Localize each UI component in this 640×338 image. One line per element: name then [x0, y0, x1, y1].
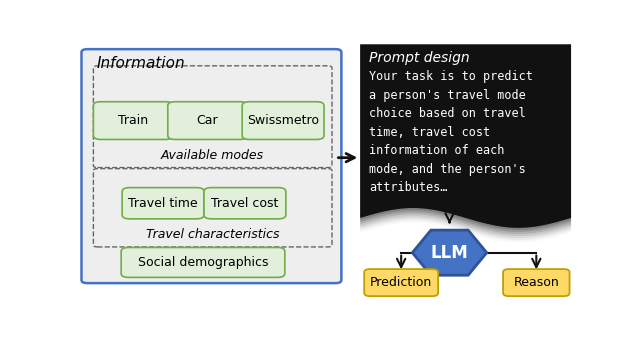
- Text: Reason: Reason: [513, 276, 559, 289]
- Polygon shape: [360, 45, 571, 230]
- FancyBboxPatch shape: [122, 188, 204, 219]
- FancyBboxPatch shape: [93, 102, 173, 140]
- Polygon shape: [360, 45, 571, 232]
- Polygon shape: [360, 45, 571, 234]
- Text: Available modes: Available modes: [161, 149, 264, 162]
- FancyBboxPatch shape: [242, 102, 324, 140]
- FancyBboxPatch shape: [93, 66, 332, 168]
- Polygon shape: [360, 45, 571, 238]
- Text: Social demographics: Social demographics: [138, 256, 268, 269]
- Polygon shape: [360, 45, 571, 228]
- Text: Car: Car: [196, 114, 218, 127]
- Text: Prompt design: Prompt design: [369, 51, 470, 65]
- FancyBboxPatch shape: [503, 269, 570, 296]
- Polygon shape: [360, 45, 571, 236]
- Text: Information: Information: [97, 56, 185, 71]
- FancyBboxPatch shape: [364, 269, 438, 296]
- Text: Travel time: Travel time: [128, 197, 198, 210]
- Text: Travel cost: Travel cost: [211, 197, 278, 210]
- Polygon shape: [412, 230, 486, 275]
- FancyBboxPatch shape: [81, 49, 341, 283]
- FancyBboxPatch shape: [93, 169, 332, 247]
- FancyBboxPatch shape: [168, 102, 247, 140]
- Text: Prediction: Prediction: [370, 276, 432, 289]
- FancyBboxPatch shape: [204, 188, 286, 219]
- Polygon shape: [360, 45, 571, 228]
- Text: Train: Train: [118, 114, 148, 127]
- Text: Your task is to predict
a person's travel mode
choice based on travel
time, trav: Your task is to predict a person's trave…: [369, 71, 533, 194]
- Text: LLM: LLM: [431, 244, 468, 262]
- Text: Travel characteristics: Travel characteristics: [146, 228, 280, 241]
- FancyBboxPatch shape: [121, 247, 285, 277]
- Text: Swissmetro: Swissmetro: [247, 114, 319, 127]
